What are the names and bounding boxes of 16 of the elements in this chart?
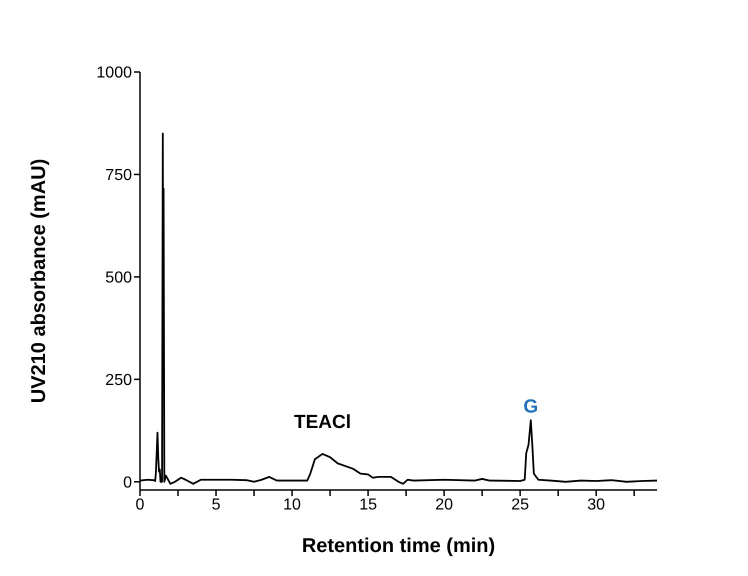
annotation: TEACl [294, 412, 351, 433]
y-tick-label: 750 [105, 167, 132, 184]
x-tick-label: 15 [359, 496, 378, 514]
x-tick-label: 30 [587, 496, 606, 514]
annotation: G [523, 396, 538, 418]
x-tick-label: 5 [212, 496, 221, 514]
x-tick-label: 10 [283, 496, 302, 514]
x-axis-title: Retention time (min) [302, 535, 496, 557]
x-tick-label: 0 [136, 496, 145, 514]
y-tick-label: 1000 [96, 64, 132, 82]
y-tick-label: 500 [105, 270, 132, 287]
x-tick-label: 20 [435, 496, 454, 514]
y-axis-title: UV210 absorbance (mAU) [28, 158, 50, 404]
x-tick-label: 25 [511, 496, 530, 514]
y-tick-label: 250 [105, 372, 132, 390]
y-tick-label: 0 [123, 474, 132, 492]
